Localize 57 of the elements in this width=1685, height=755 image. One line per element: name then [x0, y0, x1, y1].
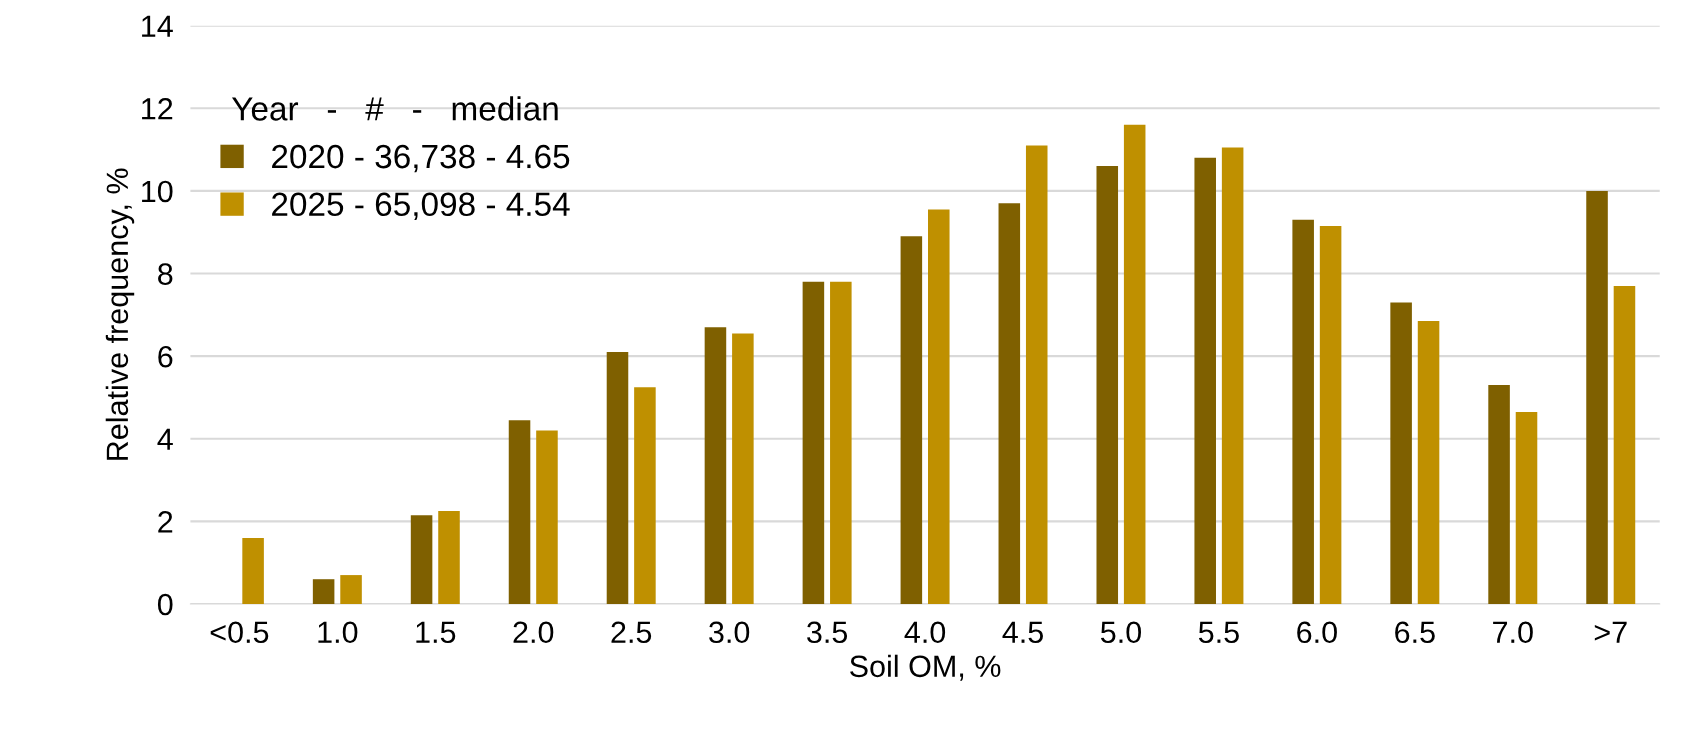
bar: [1586, 190, 1608, 604]
bar: [1319, 226, 1342, 604]
x-tick-label: 5.0: [1100, 621, 1142, 644]
x-tick-label: 4.5: [1002, 621, 1043, 644]
y-tick-label: 4: [157, 428, 173, 450]
x-tick-label: 1.0: [318, 621, 358, 644]
bar: [732, 333, 754, 604]
bar: [1390, 302, 1412, 604]
x-tick-label: <0.5: [210, 621, 269, 644]
bar: [1221, 147, 1244, 604]
x-tick-label: 2.0: [513, 621, 554, 644]
x-tick-label: 6.5: [1395, 621, 1435, 644]
y-tick-label: 0: [157, 593, 173, 616]
bar: [1123, 124, 1146, 604]
y-axis-title: Relative frequency, %: [105, 168, 135, 460]
bar: [242, 537, 264, 604]
x-tick-label: 3.0: [709, 621, 750, 644]
y-tick-label: 2: [158, 511, 173, 533]
bar: [1096, 166, 1119, 604]
y-tick-label: 12: [142, 98, 173, 120]
bar: [830, 281, 852, 604]
bar: [1194, 157, 1216, 604]
x-tick-label: 7.0: [1493, 621, 1533, 644]
bar: [1488, 385, 1510, 604]
x-tick-label: 1.5: [416, 621, 456, 644]
bar: [312, 579, 335, 604]
x-tick-label: 6.0: [1297, 621, 1337, 644]
x-tick-label: 2.5: [611, 621, 652, 644]
bar: [508, 420, 531, 604]
x-axis-title: Soil OM, %: [850, 654, 1001, 681]
bar: [606, 352, 629, 604]
bar: [704, 327, 727, 604]
bar: [634, 387, 656, 604]
y-tick-label: 6: [158, 345, 173, 368]
legend-label: 2020 - 36,738 - 4.65: [272, 144, 570, 173]
bar: [1613, 285, 1636, 604]
bar: [340, 575, 362, 604]
bar: [438, 511, 460, 604]
legend-title: Year - # - median: [231, 96, 558, 121]
bar: [1025, 145, 1048, 604]
bar: [536, 430, 558, 604]
y-tick-label: 10: [142, 180, 173, 203]
x-tick-label: 5.5: [1198, 621, 1239, 644]
bar: [802, 281, 825, 604]
x-tick-label: 3.5: [807, 621, 848, 644]
bar: [1417, 321, 1440, 604]
x-tick-label: 4.0: [904, 621, 946, 644]
bar: [1515, 411, 1538, 604]
bar: [928, 209, 950, 604]
legend-label: 2025 - 65,098 - 4.54: [272, 192, 570, 221]
x-tick-label: >7: [1594, 621, 1627, 643]
bar: [900, 236, 923, 604]
y-tick-label: 14: [142, 15, 173, 37]
bar: [410, 515, 433, 604]
bar: [998, 203, 1021, 604]
y-tick-label: 8: [158, 263, 173, 285]
bar: [1292, 219, 1314, 604]
